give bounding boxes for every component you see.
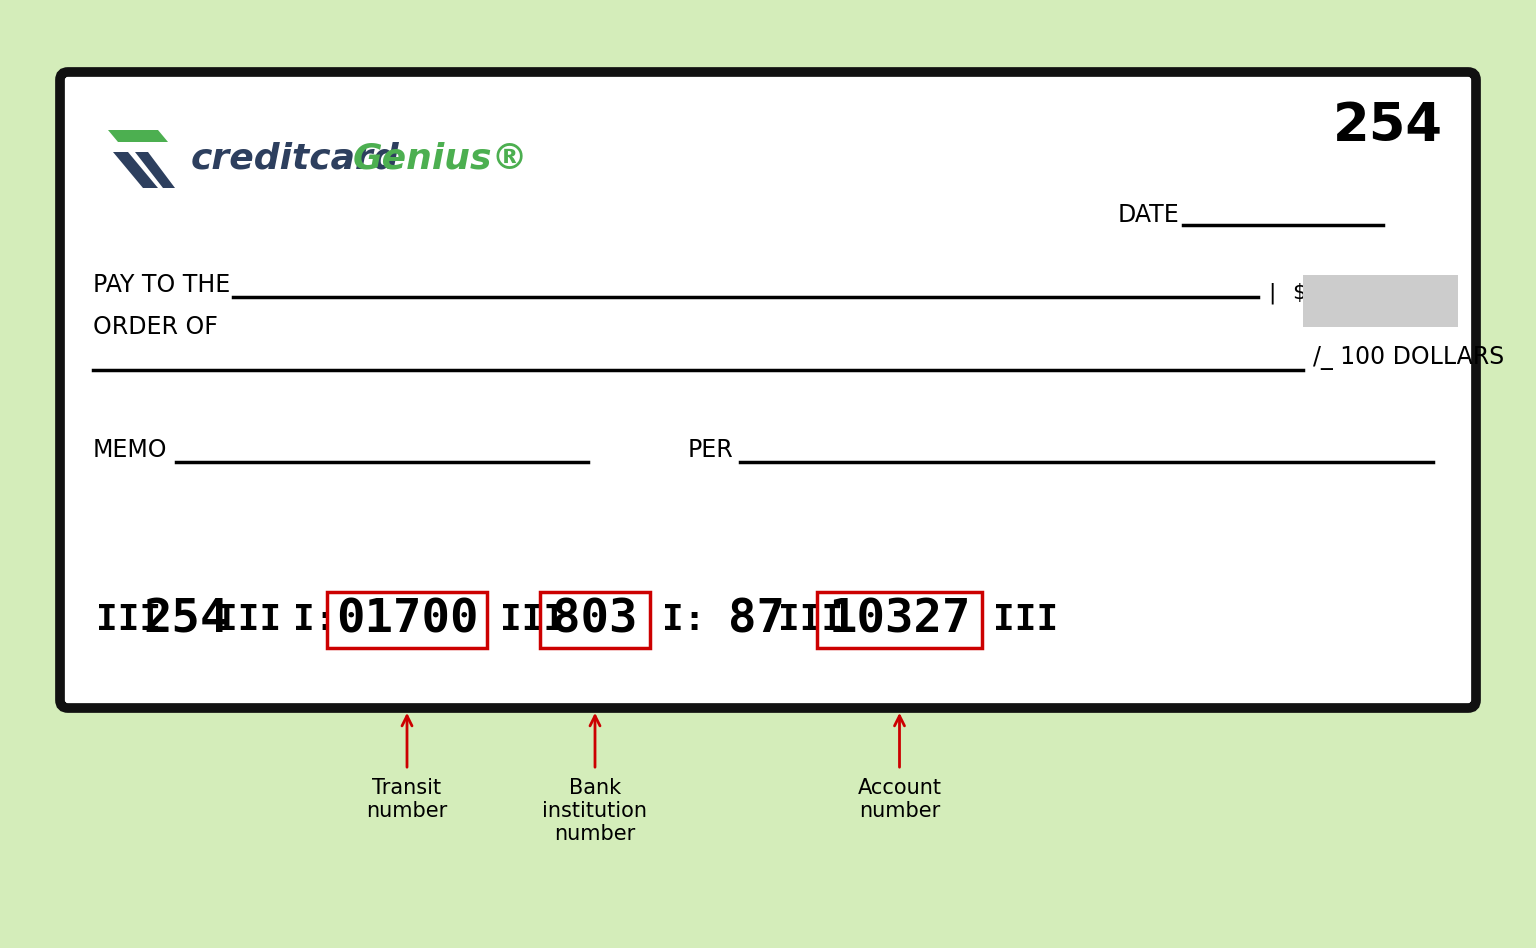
Text: 10327: 10327 [828,597,971,643]
Text: 254: 254 [1333,100,1442,152]
Text: 803: 803 [553,597,637,643]
Text: III: III [95,603,161,637]
Text: III: III [217,603,281,637]
Text: | $: | $ [1266,283,1306,303]
Text: PAY TO THE: PAY TO THE [94,273,230,297]
Text: Transit
number: Transit number [367,778,447,821]
Text: III: III [501,603,565,637]
FancyBboxPatch shape [60,72,1476,708]
Polygon shape [135,152,175,188]
Polygon shape [114,152,158,188]
Text: MEMO: MEMO [94,438,167,462]
Text: 254: 254 [143,597,229,643]
Text: III: III [992,603,1058,637]
Text: 87: 87 [728,597,785,643]
Text: DATE: DATE [1118,203,1180,227]
Bar [327,592,487,648]
FancyBboxPatch shape [6,6,1530,942]
Bar [817,592,982,648]
Text: 01700: 01700 [336,597,478,643]
Text: I:: I: [293,603,336,637]
Text: creditcard: creditcard [190,141,399,175]
Polygon shape [108,130,167,142]
Text: PER: PER [688,438,734,462]
Text: Bank
institution
number: Bank institution number [542,778,648,845]
Text: /_ 100 DOLLARS: /_ 100 DOLLARS [1313,346,1504,370]
Text: III: III [779,603,843,637]
Text: Genius®: Genius® [353,141,528,175]
Text: ORDER OF: ORDER OF [94,315,218,339]
Text: I:: I: [662,603,705,637]
Text: Account
number: Account number [857,778,942,821]
Bar [541,592,650,648]
Bar [1303,275,1458,327]
